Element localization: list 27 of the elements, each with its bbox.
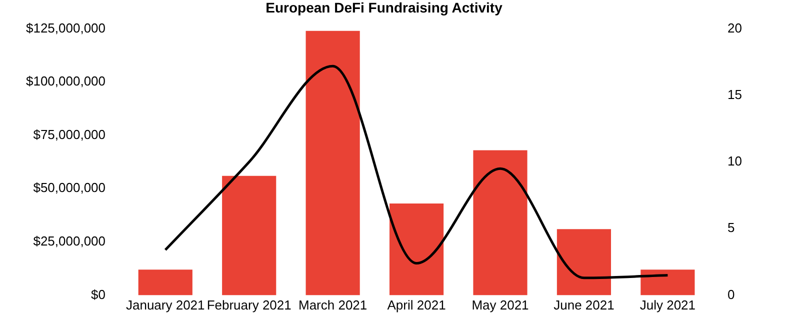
y2-tick-label: 20 xyxy=(728,20,742,36)
x-tick-label: February 2021 xyxy=(206,298,292,313)
y-tick-label: $125,000,000 xyxy=(26,20,106,36)
bar xyxy=(556,229,612,296)
y-tick-label: $0 xyxy=(91,286,106,302)
bar xyxy=(138,270,192,296)
y-tick-label: $100,000,000 xyxy=(26,74,106,89)
x-tick-label: March 2021 xyxy=(298,298,368,313)
bar xyxy=(306,30,360,296)
y2-tick-label: 5 xyxy=(728,220,735,236)
bar xyxy=(222,176,276,296)
x-tick-label: July 2021 xyxy=(640,298,696,313)
x-tick-label: May 2021 xyxy=(472,298,529,313)
y-tick-label: $25,000,000 xyxy=(33,234,106,248)
bar xyxy=(473,150,528,296)
x-tick-label: April 2021 xyxy=(387,298,446,313)
line-series xyxy=(164,64,669,280)
x-tick-label: January 2021 xyxy=(126,298,205,313)
y2-tick-label: 15 xyxy=(728,86,742,102)
x-tick-label: June 2021 xyxy=(554,298,614,313)
y2-tick-label: 10 xyxy=(728,154,742,169)
bar xyxy=(640,270,695,296)
chart-title: European DeFi Fundraising Activity xyxy=(266,0,503,16)
y-tick-label: $75,000,000 xyxy=(33,126,106,142)
bar xyxy=(389,204,444,296)
y-tick-label: $50,000,000 xyxy=(33,180,106,196)
y2-tick-label: 0 xyxy=(728,286,735,302)
